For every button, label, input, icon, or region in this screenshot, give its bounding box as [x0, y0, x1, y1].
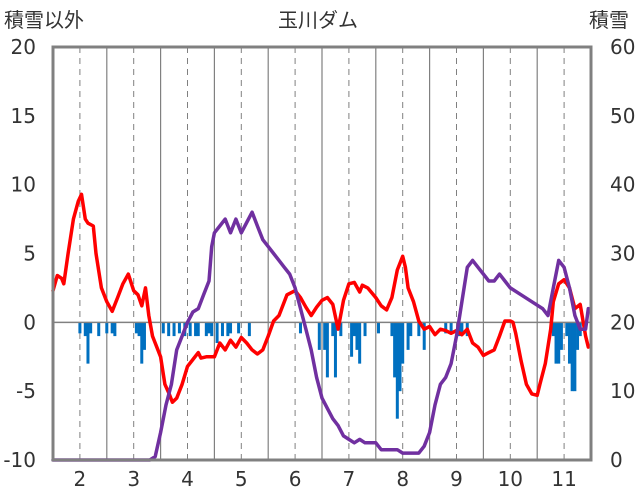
snow-bar [567, 322, 571, 364]
snow-bar [113, 322, 117, 337]
left-tick-label: 10 [11, 173, 36, 197]
snow-bar [355, 322, 359, 350]
x-tick-label: 9 [450, 467, 463, 491]
snow-bar [177, 322, 181, 334]
snow-bar [363, 322, 367, 337]
right-tick-label: 20 [610, 310, 635, 334]
red-series-line [51, 192, 591, 404]
right-tick-label: 40 [610, 173, 635, 197]
x-tick-label: 7 [343, 467, 356, 491]
snow-bar [395, 322, 399, 419]
snow-bar [565, 322, 569, 337]
right-tick-label: 30 [610, 242, 635, 266]
snow-bar [557, 322, 561, 364]
snow-bar [167, 322, 171, 337]
right-tick-label: 50 [610, 104, 635, 128]
snow-bar [401, 322, 405, 364]
snow-bar [89, 322, 93, 334]
snow-bar [393, 322, 397, 378]
x-tick-label: 4 [181, 467, 194, 491]
snow-bar [134, 322, 138, 334]
left-axis-ticks: 20 15 10 5 0 -5 -10 [3, 35, 36, 472]
snow-bar [350, 322, 354, 357]
x-tick-label: 3 [127, 467, 140, 491]
left-tick-label: -10 [3, 448, 36, 472]
purple-series-line [51, 210, 591, 462]
snow-bar [554, 322, 558, 364]
snow-bar [331, 322, 335, 337]
snow-bar [551, 322, 555, 337]
grid-lines [79, 47, 565, 460]
snow-bar [406, 322, 410, 350]
snow-bar [161, 322, 165, 334]
snow-bar [422, 322, 426, 350]
x-tick-label: 2 [74, 467, 87, 491]
snow-bar [97, 322, 101, 337]
snow-bar [559, 322, 563, 350]
snow-bar [449, 322, 453, 334]
x-tick-label: 11 [551, 467, 576, 491]
snow-bar [333, 322, 337, 378]
left-tick-label: -5 [16, 379, 36, 403]
right-axis-ticks: 60 50 40 30 20 10 0 [610, 35, 635, 472]
snow-bar [207, 322, 211, 334]
snow-bar [237, 322, 241, 334]
snow-bar [390, 322, 394, 337]
snow-bar [196, 322, 200, 337]
right-tick-label: 0 [610, 448, 623, 472]
left-tick-label: 5 [23, 242, 36, 266]
snow-bar [358, 322, 362, 364]
right-tick-label: 60 [610, 35, 635, 59]
left-tick-label: 15 [11, 104, 36, 128]
plot-frame [51, 45, 593, 462]
snow-bar [204, 322, 208, 337]
x-axis-ticks: 2 3 4 5 6 7 8 9 10 11 [74, 467, 577, 491]
snow-bar [247, 322, 251, 337]
x-tick-label: 10 [498, 467, 523, 491]
snow-bar [398, 322, 402, 392]
snow-bar [210, 322, 214, 337]
x-tick-label: 8 [396, 467, 409, 491]
snow-bar [110, 322, 114, 334]
snow-bar [323, 322, 327, 350]
chart-title: 玉川ダム [278, 8, 358, 32]
snow-bar [137, 322, 141, 337]
series-lines [51, 192, 591, 462]
snow-bar [172, 322, 176, 337]
snow-bar [226, 322, 230, 337]
right-axis-label: 積雪 [589, 8, 629, 32]
left-tick-label: 0 [23, 310, 36, 334]
snow-bar [409, 322, 413, 337]
snow-bar [573, 322, 577, 392]
snow-bar [194, 322, 198, 337]
snow-bar [78, 322, 82, 334]
snow-bars [78, 322, 582, 419]
right-tick-label: 10 [610, 379, 635, 403]
snow-bar [570, 322, 574, 392]
snow-bar [576, 322, 580, 350]
x-tick-label: 6 [289, 467, 302, 491]
snow-bar [444, 322, 448, 334]
snow-bar [339, 322, 343, 337]
left-axis-label: 積雪以外 [4, 8, 84, 32]
snow-bar [460, 322, 464, 334]
snow-bar [376, 322, 380, 334]
snow-bar [188, 322, 192, 337]
snow-bar [417, 322, 421, 337]
left-tick-label: 20 [11, 35, 36, 59]
snow-bar [83, 322, 87, 337]
snow-bar [142, 322, 146, 350]
snow-bar [298, 322, 302, 334]
snow-bar [352, 322, 356, 337]
x-tick-label: 5 [235, 467, 248, 491]
snow-bar [86, 322, 90, 364]
snow-bar [220, 322, 224, 337]
snow-bar [215, 322, 219, 343]
snow-bar [229, 322, 233, 334]
snow-bar [325, 322, 329, 378]
snow-bar [105, 322, 109, 334]
snow-bar [317, 322, 321, 350]
snow-bar [140, 322, 144, 364]
